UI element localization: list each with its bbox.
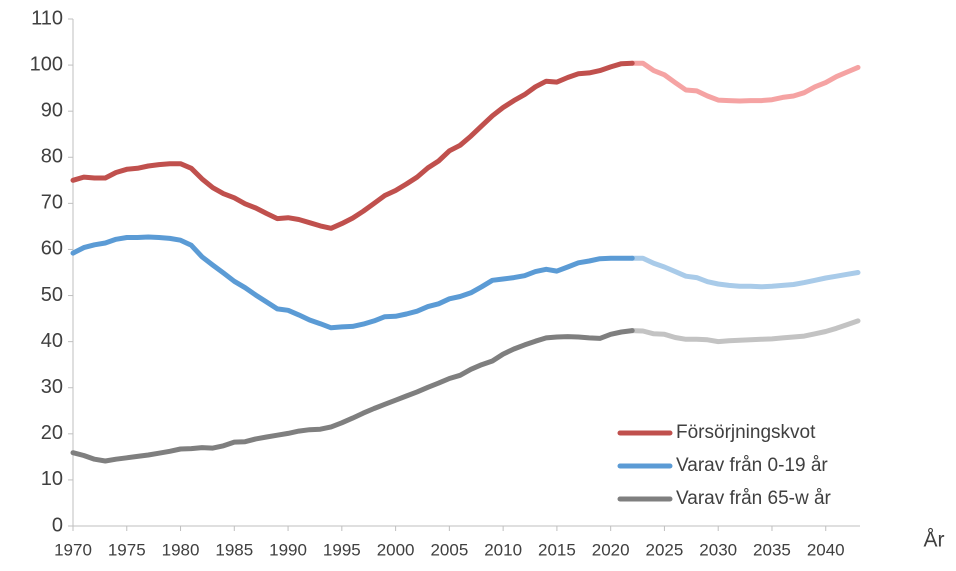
x-tick-label: 1975 <box>108 540 146 559</box>
x-tick-label: 2010 <box>484 540 522 559</box>
y-tick-label: 60 <box>41 238 63 260</box>
y-tick-label: 10 <box>41 468 63 490</box>
projection-line <box>629 318 861 345</box>
series-line <box>70 60 635 231</box>
x-tick-label: 2015 <box>538 540 576 559</box>
y-tick-label: 50 <box>41 284 63 306</box>
series-line <box>70 328 635 464</box>
projection-line <box>629 255 861 290</box>
y-tick-label: 70 <box>41 192 63 214</box>
y-tick-label: 20 <box>41 422 63 444</box>
y-tick-label: 0 <box>52 514 63 536</box>
x-tick-label: 2005 <box>430 540 468 559</box>
x-tick-label: 2000 <box>377 540 415 559</box>
x-tick-label: 1990 <box>269 540 307 559</box>
series-line <box>70 234 635 331</box>
x-tick-label: 2035 <box>753 540 791 559</box>
x-tick-label: 1980 <box>162 540 200 559</box>
x-tick-label: 2025 <box>646 540 684 559</box>
x-tick-label: 1970 <box>54 540 92 559</box>
legend-label: Försörjningskvot <box>676 422 816 443</box>
y-tick-label: 40 <box>41 330 63 352</box>
x-tick-label: 2030 <box>699 540 737 559</box>
y-tick-label: 90 <box>41 99 63 121</box>
x-tick-label: 1995 <box>323 540 361 559</box>
x-axis-label: År <box>924 529 945 552</box>
x-tick-label: 2040 <box>807 540 845 559</box>
y-tick-label: 80 <box>41 146 63 168</box>
y-tick-label: 30 <box>41 376 63 398</box>
legend-label: Varav från 65-w år <box>676 488 832 509</box>
x-tick-label: 2020 <box>592 540 630 559</box>
y-tick-label: 100 <box>30 53 63 75</box>
legend-label: Varav från 0-19 år <box>676 455 828 476</box>
y-tick-label: 110 <box>31 7 63 29</box>
projection-line <box>629 60 861 104</box>
x-tick-label: 1985 <box>215 540 253 559</box>
